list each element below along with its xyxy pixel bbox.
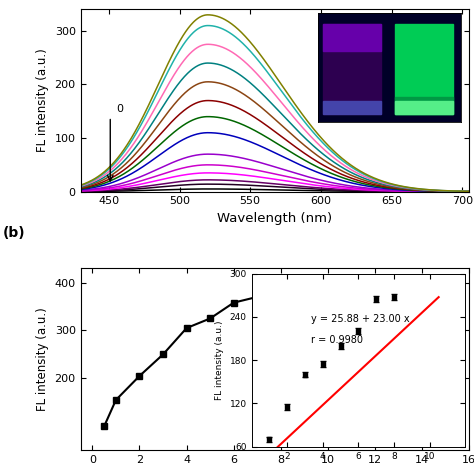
Text: 0: 0 (116, 104, 123, 114)
Y-axis label: FL intensity (a.u.): FL intensity (a.u.) (36, 49, 49, 153)
Y-axis label: FL intensity (a.u.): FL intensity (a.u.) (36, 307, 49, 411)
X-axis label: Wavelength (nm): Wavelength (nm) (218, 212, 332, 225)
Text: (b): (b) (2, 226, 25, 240)
